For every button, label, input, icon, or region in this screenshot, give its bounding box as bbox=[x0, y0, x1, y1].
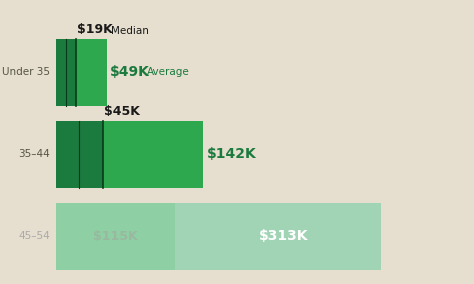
Text: $313K: $313K bbox=[259, 229, 308, 243]
Bar bbox=[56, 39, 76, 106]
Text: Average: Average bbox=[147, 67, 190, 77]
Text: 35–44: 35–44 bbox=[18, 149, 50, 159]
Text: $142K: $142K bbox=[207, 147, 256, 161]
Bar bbox=[56, 121, 203, 188]
Text: $49K: $49K bbox=[110, 65, 150, 80]
Bar bbox=[56, 39, 107, 106]
Text: Median: Median bbox=[111, 26, 149, 36]
Text: $19K: $19K bbox=[77, 23, 112, 36]
Text: 45–54: 45–54 bbox=[18, 231, 50, 241]
Text: $115K: $115K bbox=[93, 230, 138, 243]
Bar bbox=[56, 202, 381, 270]
Text: Under 35: Under 35 bbox=[2, 67, 50, 77]
Bar bbox=[56, 202, 175, 270]
Bar bbox=[56, 121, 102, 188]
Text: $45K: $45K bbox=[104, 105, 140, 118]
